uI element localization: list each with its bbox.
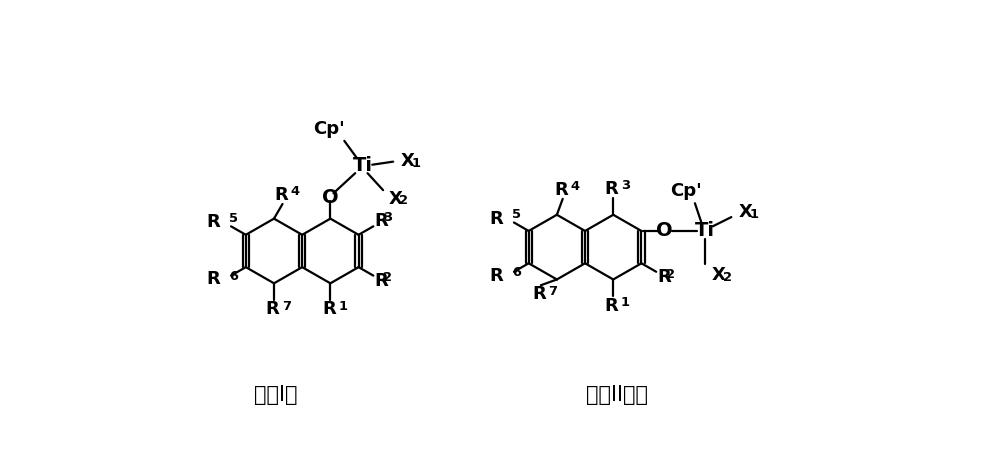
Text: 6: 6 [229,270,238,283]
Text: R: R [374,212,388,230]
Text: 2: 2 [383,271,392,285]
Text: R: R [206,213,220,232]
Text: O: O [656,221,673,241]
Text: R: R [374,272,388,290]
Text: R: R [489,267,503,285]
Text: R: R [554,181,568,198]
Text: Ti: Ti [353,156,373,175]
Text: 7: 7 [282,300,291,313]
Text: 4: 4 [570,180,579,193]
Text: 1: 1 [749,208,758,221]
Text: 2: 2 [723,271,732,285]
Text: Ti: Ti [695,221,715,241]
Text: 5: 5 [512,208,521,221]
Text: R: R [605,180,619,197]
Text: 1: 1 [412,157,421,170]
Text: Cp': Cp' [313,120,345,139]
Text: O: O [322,188,339,206]
Text: 2: 2 [666,268,675,281]
Text: 1: 1 [621,296,630,309]
Text: R: R [322,300,336,319]
Text: 式（I）: 式（I） [254,385,298,405]
Text: R: R [657,268,671,286]
Text: X: X [738,203,752,221]
Text: 2: 2 [399,194,408,207]
Text: 1: 1 [338,300,347,313]
Text: R: R [206,271,220,288]
Text: 3: 3 [383,212,392,224]
Text: Cp': Cp' [670,182,701,200]
Text: 6: 6 [512,266,521,279]
Text: 式（II）；: 式（II）； [586,385,648,405]
Text: R: R [605,297,619,314]
Text: X: X [712,266,726,284]
Text: X: X [401,152,415,170]
Text: R: R [274,186,288,204]
Text: 7: 7 [549,285,558,298]
Text: X: X [388,190,402,208]
Text: R: R [266,300,279,319]
Text: 3: 3 [621,179,630,192]
Text: 4: 4 [290,185,299,198]
Text: 5: 5 [229,212,238,225]
Text: R: R [489,210,503,227]
Text: R: R [532,285,546,303]
